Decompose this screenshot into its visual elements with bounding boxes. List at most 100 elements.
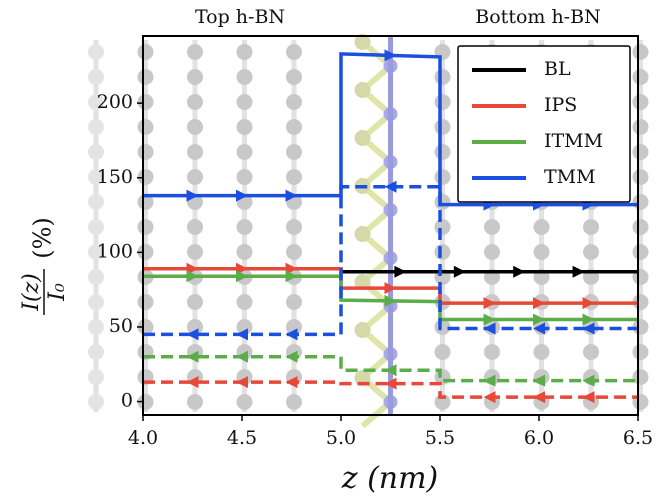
atom — [236, 169, 253, 185]
atom — [632, 119, 649, 135]
atom — [187, 119, 203, 135]
arrow — [236, 350, 248, 363]
atom — [583, 219, 599, 235]
plot-area — [143, 49, 638, 404]
atom — [632, 144, 649, 160]
atom — [236, 144, 253, 160]
atom — [632, 94, 649, 110]
atom — [632, 344, 649, 360]
atom — [434, 219, 451, 235]
atom — [286, 69, 302, 85]
arrow — [285, 350, 298, 363]
atom — [236, 394, 253, 410]
atom — [236, 94, 253, 110]
atom — [286, 219, 302, 235]
atom — [286, 394, 302, 410]
y-axis-label: I(z) I₀ (%) — [19, 217, 70, 315]
atom — [137, 144, 154, 160]
x-tick-label: 5.0 — [326, 427, 356, 449]
atom — [236, 244, 253, 260]
y-tick-label: 0 — [121, 390, 133, 412]
atom — [354, 322, 371, 338]
atom — [88, 369, 104, 385]
x-tick-label: 4.0 — [128, 427, 158, 449]
y-tick-label: 50 — [109, 315, 133, 337]
arrow — [533, 313, 545, 326]
atom — [354, 130, 371, 146]
arrow — [186, 376, 199, 389]
atom — [187, 319, 203, 335]
atom — [187, 169, 203, 185]
atom — [137, 94, 154, 110]
atom — [187, 144, 203, 160]
atom — [187, 94, 203, 110]
atom — [533, 244, 550, 260]
atom — [88, 194, 104, 210]
atom — [137, 219, 154, 235]
arrow — [533, 391, 545, 404]
arrow — [384, 364, 397, 377]
legend-label: IPS — [544, 94, 577, 116]
top-label: Bottom h-BN — [475, 6, 600, 28]
atom — [533, 219, 550, 235]
atom — [434, 144, 451, 160]
series-line — [143, 184, 638, 337]
atom — [137, 194, 154, 210]
atom — [434, 344, 451, 360]
atom — [354, 34, 371, 50]
atom — [187, 294, 203, 310]
atom — [88, 94, 104, 110]
y-label-unit: (%) — [29, 217, 57, 259]
atom — [434, 94, 451, 110]
atom — [632, 169, 649, 185]
atom — [354, 82, 371, 98]
arrow — [285, 270, 298, 283]
arrow — [533, 297, 545, 310]
atom — [632, 369, 649, 385]
atom — [354, 274, 371, 290]
atom — [137, 119, 154, 135]
atom — [286, 244, 302, 260]
atom — [137, 244, 154, 260]
atom — [137, 394, 154, 410]
arrow — [572, 265, 585, 278]
atom — [434, 244, 451, 260]
arrow — [186, 270, 199, 283]
arrow — [582, 297, 595, 310]
atom — [187, 44, 203, 60]
atom — [88, 169, 104, 185]
atom — [286, 294, 302, 310]
atom — [354, 226, 371, 242]
arrow — [582, 313, 595, 326]
atom — [88, 269, 104, 285]
atom — [187, 69, 203, 85]
atom — [434, 69, 451, 85]
arrow — [186, 328, 199, 341]
atom — [434, 194, 451, 210]
atom — [434, 119, 451, 135]
atom — [434, 169, 451, 185]
atom — [286, 319, 302, 335]
arrow — [236, 328, 248, 341]
arrow — [186, 189, 199, 202]
x-tick-label: 4.5 — [227, 427, 257, 449]
atom — [236, 69, 253, 85]
atom — [286, 44, 302, 60]
atom — [632, 219, 649, 235]
arrow — [236, 270, 248, 283]
arrow — [384, 282, 397, 295]
x-tick-label: 6.5 — [623, 427, 653, 449]
plot-frame — [142, 35, 639, 416]
atom — [88, 344, 104, 360]
atom — [137, 294, 154, 310]
arrow — [285, 376, 298, 389]
arrow — [236, 189, 248, 202]
legend-label: TMM — [544, 166, 596, 188]
atom — [88, 319, 104, 335]
legend-box — [457, 45, 631, 203]
arrow — [533, 322, 545, 335]
y-tick-label: 200 — [97, 91, 133, 113]
atom — [583, 344, 599, 360]
atom — [484, 244, 500, 260]
atom — [286, 94, 302, 110]
